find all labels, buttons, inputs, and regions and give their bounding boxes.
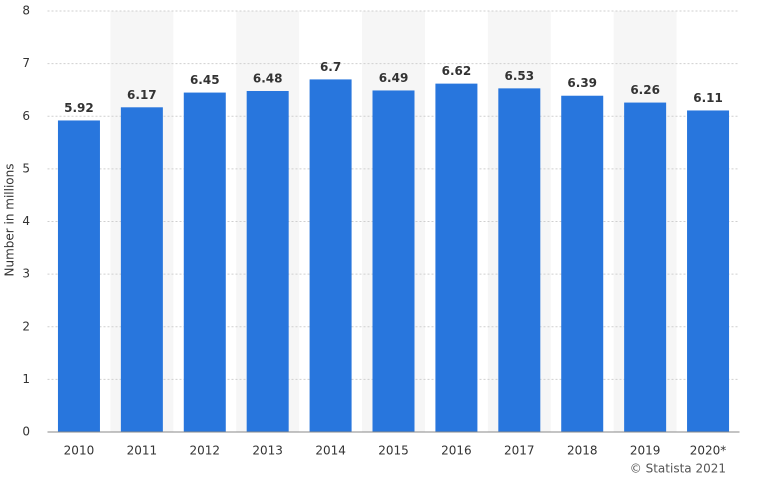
- value-label: 6.45: [190, 73, 220, 87]
- x-tick-label: 2013: [252, 444, 283, 458]
- bar: [309, 79, 352, 432]
- x-tick-label: 2015: [378, 444, 409, 458]
- bar: [687, 110, 730, 433]
- x-tick-label: 2019: [630, 444, 661, 458]
- x-tick-label: 2020*: [690, 444, 727, 458]
- credit: © Statista 2021: [630, 462, 726, 476]
- x-tick-label: 2010: [64, 444, 95, 458]
- x-tick-label: 2017: [504, 444, 535, 458]
- x-tick-label: 2018: [567, 444, 598, 458]
- y-tick-label: 7: [22, 56, 30, 70]
- y-tick-label: 1: [22, 372, 30, 386]
- value-label: 5.92: [64, 101, 94, 115]
- value-label: 6.53: [505, 69, 535, 83]
- x-tick-label: 2011: [127, 444, 158, 458]
- x-tick-label: 2014: [315, 444, 346, 458]
- bar: [120, 107, 163, 433]
- bar: [183, 92, 226, 432]
- bar: [372, 90, 415, 433]
- bar: [561, 95, 604, 432]
- bar: [624, 102, 667, 432]
- value-label: 6.49: [379, 71, 409, 85]
- bar: [435, 83, 478, 432]
- value-label: 6.11: [693, 91, 723, 105]
- value-label: 6.17: [127, 88, 157, 102]
- y-tick-label: 5: [22, 161, 30, 175]
- value-label: 6.26: [630, 83, 660, 97]
- value-label: 6.39: [567, 76, 597, 90]
- y-tick-label: 4: [22, 214, 30, 228]
- bar: [498, 88, 541, 432]
- value-label: 6.62: [442, 64, 472, 78]
- y-tick-label: 0: [22, 425, 30, 439]
- x-tick-label: 2016: [441, 444, 472, 458]
- y-tick-label: 8: [22, 4, 30, 18]
- value-label: 6.7: [320, 60, 341, 74]
- y-tick-label: 6: [22, 109, 30, 123]
- bar: [246, 90, 289, 433]
- y-tick-label: 2: [22, 319, 30, 333]
- x-tick-label: 2012: [189, 444, 220, 458]
- value-label: 6.48: [253, 71, 283, 85]
- y-axis-label: Number in millions: [3, 164, 17, 277]
- bar: [57, 120, 100, 433]
- y-tick-label: 3: [22, 267, 30, 281]
